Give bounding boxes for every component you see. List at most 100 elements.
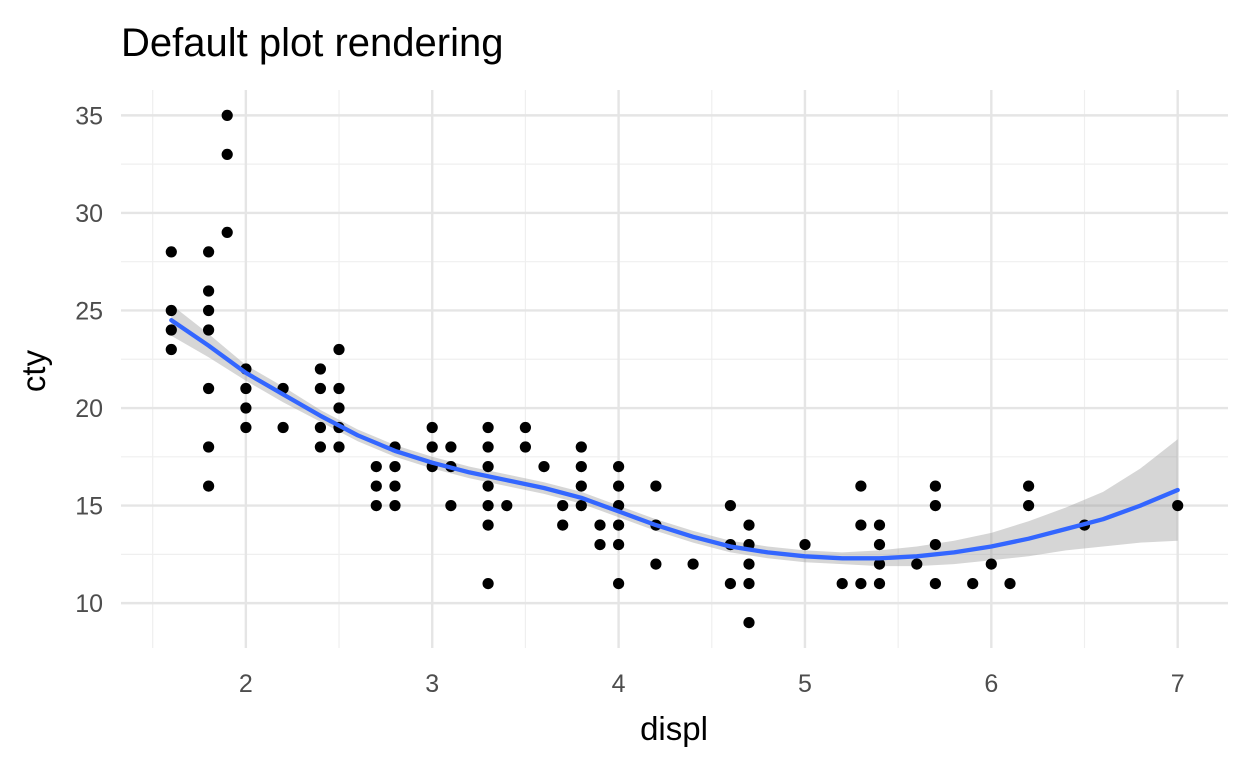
data-point [277, 421, 289, 434]
x-tick-label: 2 [239, 670, 253, 698]
data-point [240, 402, 252, 414]
data-point [203, 480, 215, 492]
data-point [855, 480, 867, 492]
x-axis-ticks: 2 3 4 5 6 7 [239, 670, 1185, 698]
y-tick-label: 35 [75, 102, 103, 130]
data-point [203, 441, 215, 453]
data-point [650, 558, 662, 570]
data-point [873, 558, 886, 570]
data-point [929, 480, 942, 492]
x-tick-label: 6 [984, 670, 998, 698]
data-point [613, 519, 625, 531]
data-point [911, 558, 923, 570]
data-point [203, 246, 215, 258]
data-point [221, 148, 233, 160]
data-point [333, 382, 345, 395]
data-point [743, 617, 755, 629]
data-point [333, 402, 345, 414]
data-point [575, 441, 587, 453]
data-point [873, 578, 886, 590]
data-point [370, 480, 382, 492]
data-point [873, 519, 886, 531]
data-point [203, 285, 215, 297]
data-point [613, 578, 625, 590]
data-point [967, 578, 979, 590]
y-axis-label: cty [15, 349, 52, 392]
grid [121, 90, 1228, 648]
data-point [221, 226, 233, 238]
data-point [482, 480, 494, 492]
data-point [203, 304, 215, 317]
data-point [519, 421, 532, 434]
data-point [575, 480, 587, 492]
data-point [370, 500, 382, 512]
data-point [855, 578, 867, 590]
data-point [1023, 480, 1035, 492]
confidence-band-layer [171, 304, 1178, 567]
data-point [221, 109, 233, 121]
data-point [445, 441, 457, 453]
data-point [836, 578, 848, 590]
data-point [687, 558, 699, 570]
data-point [650, 480, 662, 492]
data-point [1172, 500, 1184, 512]
data-point [203, 382, 215, 395]
data-point [985, 558, 997, 570]
chart-title: Default plot rendering [121, 21, 503, 65]
y-axis-ticks: 10 15 20 25 30 35 [75, 102, 103, 618]
data-point [557, 519, 569, 531]
data-point [855, 519, 867, 531]
data-point [929, 539, 942, 551]
data-point [165, 246, 177, 258]
data-point [873, 539, 886, 551]
data-point [389, 461, 401, 473]
data-point [240, 382, 252, 395]
data-point [314, 363, 326, 375]
y-tick-label: 25 [75, 297, 103, 325]
data-point [445, 500, 457, 512]
x-tick-label: 3 [425, 670, 439, 698]
data-point [333, 343, 345, 356]
x-axis-label: displ [640, 710, 708, 747]
data-point [724, 500, 737, 512]
data-point [165, 304, 177, 317]
data-point [501, 500, 513, 512]
x-tick-label: 7 [1171, 670, 1185, 698]
data-point [929, 578, 942, 590]
data-point [165, 324, 177, 336]
data-point [929, 500, 942, 512]
data-point [426, 441, 438, 453]
data-point [482, 421, 494, 434]
data-point [314, 382, 326, 395]
data-point [482, 461, 494, 473]
data-point [613, 539, 625, 551]
data-point [314, 421, 326, 434]
data-point [743, 578, 755, 590]
y-tick-label: 15 [75, 493, 103, 521]
data-point [314, 441, 326, 453]
confidence-band [171, 304, 1178, 567]
data-point [613, 461, 625, 473]
smooth-line [169, 318, 1180, 561]
data-point [519, 441, 532, 453]
smooth-line-layer [169, 318, 1180, 561]
data-point [594, 539, 606, 551]
y-tick-label: 20 [75, 395, 103, 423]
data-point [426, 421, 438, 434]
x-tick-label: 4 [612, 670, 626, 698]
data-point [389, 480, 401, 492]
data-point [482, 578, 494, 590]
data-point [743, 519, 755, 531]
data-point [240, 421, 252, 434]
data-point [370, 461, 382, 473]
data-point [743, 558, 755, 570]
data-point [799, 539, 811, 551]
data-point [613, 480, 625, 492]
data-point [575, 461, 587, 473]
y-tick-label: 10 [75, 590, 103, 618]
x-tick-label: 5 [798, 670, 812, 698]
data-point [557, 500, 569, 512]
data-point [538, 461, 550, 473]
data-point [165, 343, 177, 356]
